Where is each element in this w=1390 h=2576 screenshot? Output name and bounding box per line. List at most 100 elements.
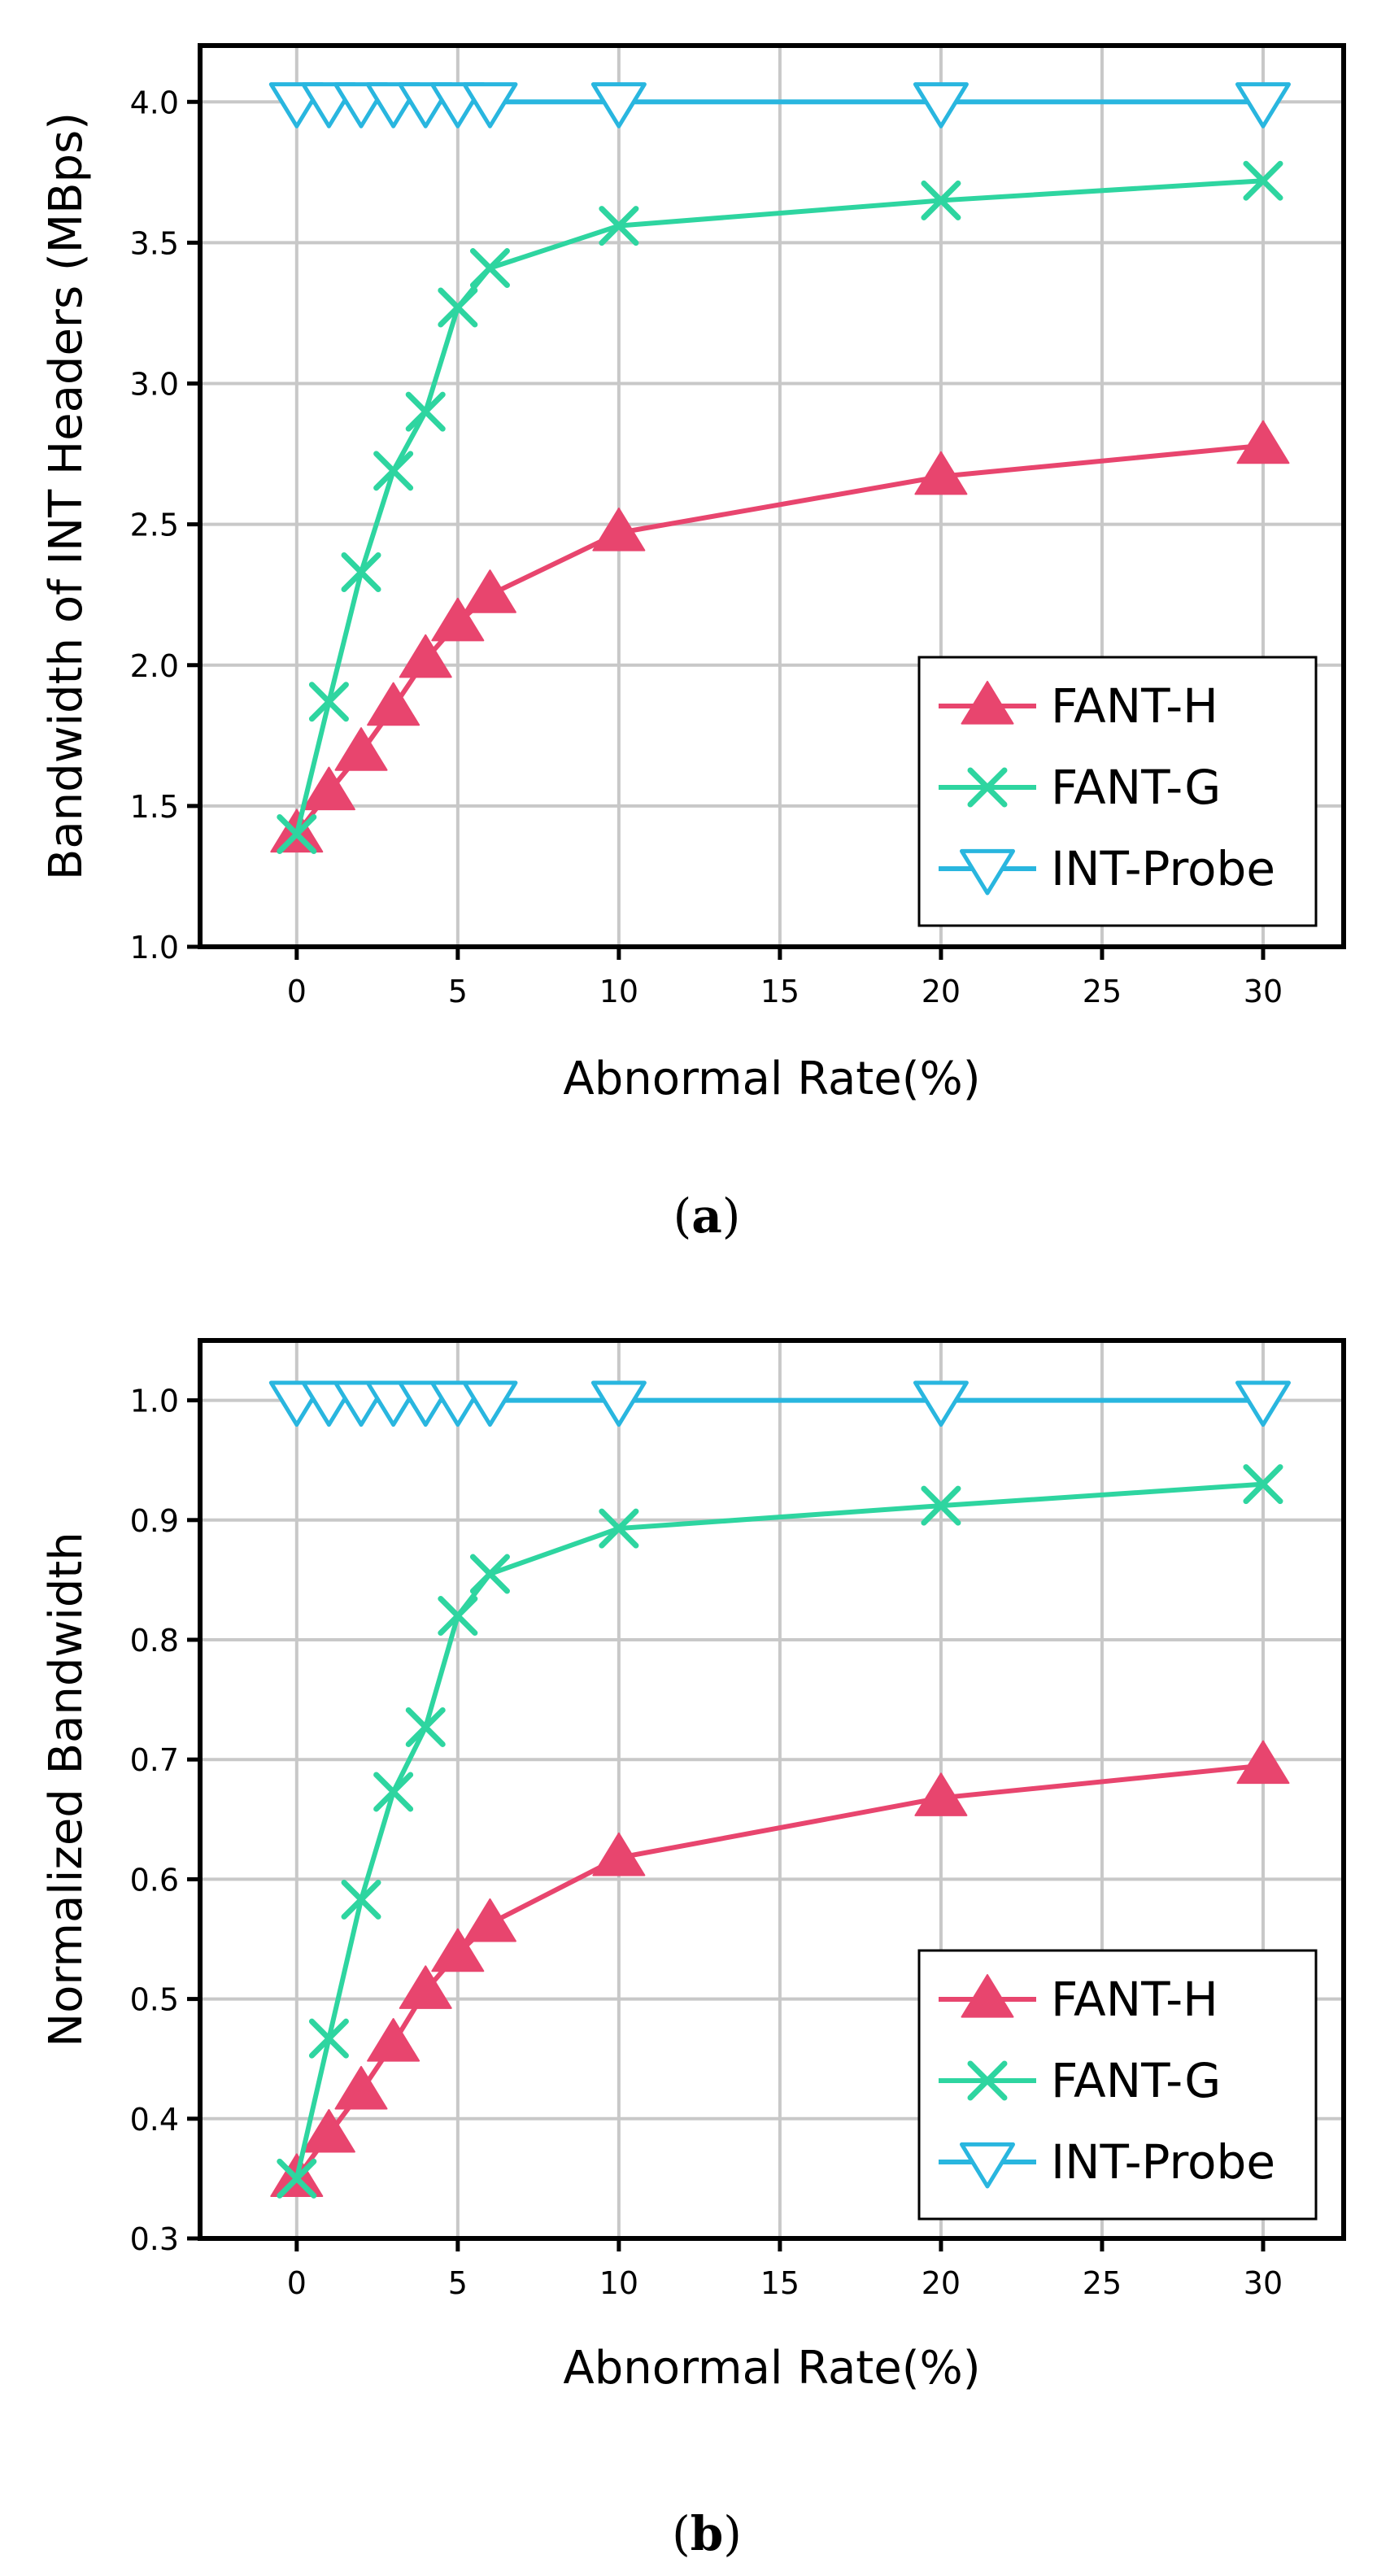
data-point-int-probe bbox=[590, 1380, 647, 1427]
data-point-fant-g bbox=[308, 682, 349, 722]
data-point-fant-g bbox=[341, 1879, 381, 1920]
series-line-fant-g bbox=[294, 1481, 1264, 2180]
data-point-fant-g bbox=[1243, 1464, 1283, 1505]
y-axis-label: Bandwidth of INT Headers (MBps) bbox=[40, 112, 93, 880]
data-point-fant-h bbox=[334, 727, 388, 771]
chart-panel-a: 0 5 10 15 20 25 30 1.0 1.5 2.0 2.5 3.0 3.5 4.0 Abnorma… bbox=[40, 43, 1346, 1244]
data-point-fant-g bbox=[277, 814, 317, 854]
x-tick-label: 30 bbox=[1244, 974, 1283, 1009]
data-point-int-probe bbox=[462, 1380, 518, 1427]
series-fant-h bbox=[270, 1740, 1290, 2197]
y-tick-label: 0.5 bbox=[130, 1982, 179, 2018]
data-point-fant-g bbox=[405, 1706, 446, 1747]
legend-marker-fant-h bbox=[961, 1974, 1014, 2018]
data-point-fant-h bbox=[431, 1928, 485, 1972]
data-point-fant-h bbox=[431, 597, 485, 642]
x-tick-label: 10 bbox=[599, 974, 638, 1009]
data-point-fant-h bbox=[399, 634, 452, 678]
data-point-int-probe bbox=[1235, 1380, 1291, 1427]
panel-caption: (a) bbox=[673, 1188, 741, 1244]
x-tick-label: 15 bbox=[760, 2265, 800, 2301]
x-tick-label: 20 bbox=[922, 2265, 961, 2301]
x-tick-label: 20 bbox=[922, 974, 961, 1009]
y-tick-label: 1.5 bbox=[130, 789, 179, 825]
x-tick-label: 0 bbox=[287, 974, 307, 1009]
y-tick-label: 1.0 bbox=[130, 1384, 179, 1419]
legend-entry-fant-h: FANT-H bbox=[939, 1972, 1218, 2027]
y-axis-label: Normalized Bandwidth bbox=[40, 1532, 93, 2047]
data-point-fant-h bbox=[399, 1965, 452, 2009]
data-point-fant-g bbox=[469, 248, 510, 289]
legend-marker-int-probe bbox=[960, 848, 1015, 896]
plot-frame bbox=[198, 43, 1346, 949]
data-point-fant-g bbox=[599, 1508, 639, 1549]
x-tick-label: 0 bbox=[287, 2265, 307, 2301]
data-point-fant-h bbox=[302, 766, 355, 811]
legend-label: INT-Probe bbox=[1051, 2134, 1275, 2190]
series-fant-g bbox=[277, 1464, 1283, 2199]
legend-label: FANT-G bbox=[1051, 760, 1221, 815]
data-point-fant-g bbox=[341, 551, 381, 592]
legend-label: INT-Probe bbox=[1051, 841, 1275, 896]
data-point-int-probe bbox=[590, 82, 647, 129]
legend-entry-fant-g: FANT-G bbox=[939, 2053, 1221, 2108]
x-tick-label: 10 bbox=[599, 2265, 638, 2301]
x-tick-label: 15 bbox=[760, 974, 800, 1009]
y-tick-label: 1.0 bbox=[130, 930, 179, 965]
data-point-int-probe bbox=[462, 82, 518, 129]
data-point-int-probe bbox=[1235, 82, 1291, 129]
legend: FANT-H FANT-G INT-Probe bbox=[917, 656, 1318, 927]
series-line-fant-h bbox=[294, 1763, 1264, 2181]
data-point-int-probe bbox=[913, 1380, 969, 1427]
data-point-fant-h bbox=[592, 1832, 646, 1876]
y-tick-label: 0.7 bbox=[130, 1742, 179, 1778]
panel-caption: (b) bbox=[672, 2506, 742, 2561]
legend-entry-fant-g: FANT-G bbox=[939, 760, 1221, 815]
series-line-fant-g bbox=[294, 178, 1264, 835]
legend-marker-fant-g bbox=[967, 2060, 1008, 2101]
x-tick-label: 25 bbox=[1083, 974, 1122, 1009]
x-tick-label: 5 bbox=[448, 974, 468, 1009]
data-point-fant-h bbox=[914, 451, 968, 495]
series-int-probe bbox=[268, 82, 1291, 129]
x-axis-label: Abnormal Rate(%) bbox=[563, 1053, 980, 1105]
data-point-fant-g bbox=[469, 1554, 510, 1594]
legend-marker-fant-h bbox=[961, 681, 1014, 725]
data-point-fant-h bbox=[914, 1772, 968, 1816]
data-point-fant-h bbox=[367, 682, 420, 726]
data-point-fant-g bbox=[438, 1596, 478, 1637]
legend-marker-fant-g bbox=[967, 767, 1008, 808]
plot-frame bbox=[198, 1338, 1346, 2241]
data-point-fant-h bbox=[463, 1898, 516, 1942]
y-tick-label: 0.9 bbox=[130, 1503, 179, 1539]
data-point-fant-g bbox=[373, 1772, 414, 1812]
data-point-fant-g bbox=[1243, 160, 1283, 201]
data-point-fant-h bbox=[334, 2065, 388, 2110]
x-tick-label: 25 bbox=[1083, 2265, 1122, 2301]
data-point-fant-g bbox=[921, 1485, 961, 1526]
legend-marker-int-probe bbox=[960, 2142, 1015, 2189]
data-point-fant-h bbox=[1236, 420, 1290, 464]
legend-entry-fant-h: FANT-H bbox=[939, 678, 1218, 734]
data-point-fant-h bbox=[302, 2108, 355, 2153]
data-point-fant-g bbox=[599, 206, 639, 246]
y-tick-label: 0.3 bbox=[130, 2221, 179, 2257]
data-point-fant-g bbox=[277, 2158, 317, 2199]
series-fant-g bbox=[277, 160, 1283, 854]
series-int-probe bbox=[268, 1380, 1291, 1427]
data-point-fant-g bbox=[308, 2018, 349, 2059]
legend-label: FANT-H bbox=[1051, 678, 1218, 734]
x-tick-label: 5 bbox=[448, 2265, 468, 2301]
y-tick-label: 2.0 bbox=[130, 648, 179, 684]
y-tick-label: 0.8 bbox=[130, 1623, 179, 1658]
legend: FANT-H FANT-G INT-Probe bbox=[917, 1949, 1318, 2221]
data-point-int-probe bbox=[913, 82, 969, 129]
data-point-fant-h bbox=[592, 508, 646, 551]
data-point-fant-g bbox=[921, 180, 961, 220]
data-point-fant-g bbox=[438, 287, 478, 328]
y-tick-label: 0.4 bbox=[130, 2102, 179, 2138]
legend-entry-int-probe: INT-Probe bbox=[939, 841, 1275, 896]
series-fant-h bbox=[270, 420, 1290, 853]
legend-label: FANT-G bbox=[1051, 2053, 1221, 2108]
